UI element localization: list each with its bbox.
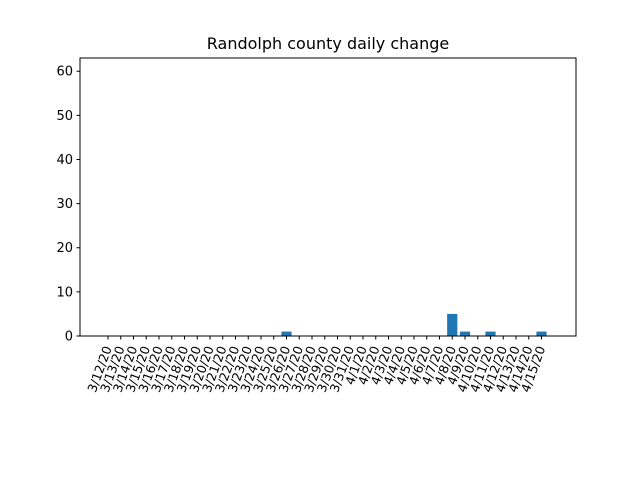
chart-title: Randolph county daily change <box>207 34 449 53</box>
y-tick-label: 10 <box>56 285 73 300</box>
y-tick-label: 20 <box>56 241 73 256</box>
x-axis: 3/12/203/13/203/14/203/15/203/16/203/17/… <box>84 336 548 394</box>
y-axis: 0 10 20 30 40 50 60 <box>56 65 80 345</box>
bar-4/9/20 <box>459 331 471 336</box>
bars-group <box>281 313 547 336</box>
bar-4/11/20 <box>485 331 496 336</box>
bar-3/26/20 <box>281 331 292 336</box>
y-tick-label: 30 <box>56 197 73 212</box>
bar-4/8/20 <box>447 313 458 336</box>
y-tick-label: 50 <box>56 109 73 124</box>
y-tick-label: 0 <box>65 330 73 345</box>
bar-4/15/20 <box>536 331 547 336</box>
y-tick-label: 40 <box>56 153 73 168</box>
plot-frame <box>79 57 577 337</box>
y-tick-label: 60 <box>56 65 73 80</box>
